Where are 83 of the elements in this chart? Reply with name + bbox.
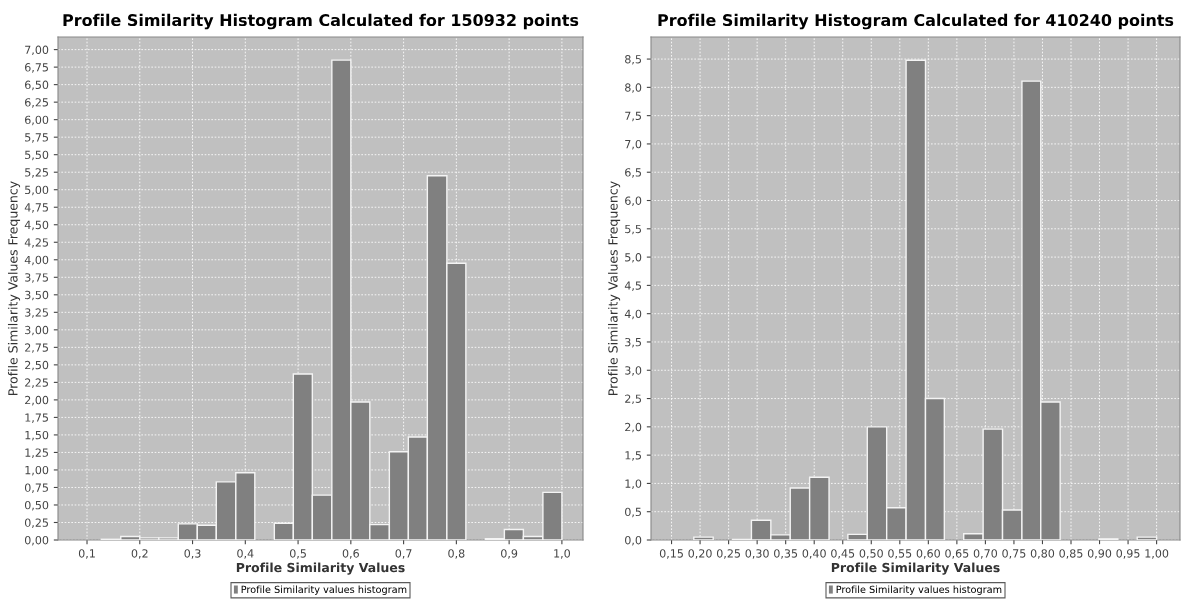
y-tick-label: 8,0 bbox=[625, 83, 642, 93]
chart-title: Profile Similarity Histogram Calculated for 410240 points bbox=[658, 13, 1174, 30]
y-tick-label: 1,5 bbox=[625, 451, 641, 461]
x-tick-label: 0,75 bbox=[1002, 549, 1026, 559]
y-tick-label: 6,25 bbox=[25, 98, 48, 108]
x-tick-label: 0,1 bbox=[78, 549, 95, 559]
y-tick-label: 0,50 bbox=[24, 500, 49, 511]
legend-label: Profile Similarity values histogram bbox=[241, 585, 407, 595]
y-tick-label: 0,75 bbox=[24, 483, 48, 493]
y-tick-label: 3,25 bbox=[25, 308, 48, 318]
y-tick-label: 4,00 bbox=[24, 255, 49, 266]
chart-title: Profile Similarity Histogram Calculated for 150932 points bbox=[63, 13, 579, 30]
x-tick-label: 0,35 bbox=[774, 549, 798, 559]
y-tick-label: 2,0 bbox=[625, 422, 642, 433]
y-tick-label: 5,5 bbox=[625, 224, 641, 235]
x-axis-title: Profile Similarity Values bbox=[236, 562, 405, 575]
y-tick-label: 5,25 bbox=[25, 168, 48, 178]
y-tick-label: 5,00 bbox=[25, 185, 49, 196]
x-tick-label: 0,45 bbox=[831, 549, 855, 559]
y-tick-label: 6,5 bbox=[625, 168, 641, 178]
x-axis-title: Profile Similarity Values bbox=[831, 562, 1000, 575]
y-tick-label: 1,50 bbox=[25, 430, 49, 441]
x-tick-label: 0,4 bbox=[237, 549, 254, 559]
x-tick-label: 0,40 bbox=[802, 549, 826, 559]
y-tick-label: 6,00 bbox=[25, 115, 49, 126]
x-tick-label: 1,0 bbox=[554, 549, 570, 559]
y-tick-label: 5,50 bbox=[25, 150, 49, 161]
y-tick-label: 0,5 bbox=[625, 507, 641, 518]
y-tick-label: 2,50 bbox=[25, 360, 49, 371]
y-tick-label: 4,75 bbox=[24, 203, 48, 213]
y-tick-label: 3,75 bbox=[25, 273, 48, 283]
x-tick-label: 0,55 bbox=[888, 549, 912, 559]
y-tick-label: 2,5 bbox=[625, 394, 641, 405]
y-tick-label: 4,25 bbox=[24, 238, 48, 248]
y-tick-label: 1,00 bbox=[25, 465, 49, 476]
x-tick-label: 0,90 bbox=[1087, 549, 1112, 559]
x-tick-label: 0,95 bbox=[1116, 549, 1140, 559]
x-tick-label: 0,15 bbox=[659, 549, 683, 559]
x-tick-label: 0,30 bbox=[745, 549, 769, 559]
x-tick-label: 0,65 bbox=[945, 549, 969, 559]
x-tick-label: 0,80 bbox=[1030, 549, 1055, 559]
y-tick-label: 6,75 bbox=[25, 63, 48, 73]
x-tick-label: 0,7 bbox=[395, 549, 412, 559]
y-tick-label: 5,0 bbox=[625, 253, 642, 263]
y-axis-title: Profile Similarity Values Frequency bbox=[7, 181, 21, 395]
legend-label: Profile Similarity values histogram bbox=[836, 585, 1002, 595]
y-tick-label: 7,5 bbox=[625, 111, 641, 122]
y-tick-label: 6,0 bbox=[625, 196, 642, 207]
y-tick-label: 0,25 bbox=[24, 518, 48, 528]
y-tick-label: 4,50 bbox=[24, 220, 49, 231]
x-tick-label: 0,25 bbox=[716, 549, 741, 559]
y-tick-label: 1,0 bbox=[625, 479, 642, 489]
y-tick-label: 7,00 bbox=[25, 45, 49, 56]
y-tick-label: 1,25 bbox=[25, 448, 48, 458]
x-tick-label: 0,8 bbox=[448, 549, 465, 559]
y-tick-label: 1,75 bbox=[25, 413, 48, 423]
y-tick-label: 3,00 bbox=[25, 325, 49, 336]
x-tick-label: 0,50 bbox=[859, 549, 883, 559]
x-tick-label: 0,20 bbox=[688, 549, 712, 559]
y-tick-label: 0,00 bbox=[24, 535, 49, 546]
y-tick-label: 4,0 bbox=[624, 309, 642, 320]
x-tick-label: 1,00 bbox=[1145, 549, 1169, 559]
y-tick-label: 3,5 bbox=[625, 337, 641, 348]
y-tick-label: 4,5 bbox=[624, 281, 641, 291]
y-tick-label: 5,75 bbox=[25, 133, 48, 143]
x-tick-label: 0,2 bbox=[131, 549, 148, 559]
y-tick-label: 2,25 bbox=[25, 378, 48, 388]
y-tick-label: 0,0 bbox=[625, 535, 642, 546]
y-tick-label: 2,00 bbox=[25, 395, 49, 406]
x-tick-label: 0,85 bbox=[1059, 549, 1083, 559]
y-tick-label: 6,50 bbox=[25, 80, 49, 91]
y-tick-label: 7,0 bbox=[625, 139, 642, 150]
x-tick-label: 0,9 bbox=[501, 549, 518, 559]
y-axis-title: Profile Similarity Values Frequency bbox=[608, 181, 621, 395]
y-tick-label: 8,5 bbox=[625, 55, 641, 65]
y-tick-label: 3,0 bbox=[625, 366, 642, 376]
y-tick-label: 3,50 bbox=[25, 290, 49, 301]
x-tick-label: 0,6 bbox=[342, 549, 359, 559]
x-tick-label: 0,5 bbox=[289, 549, 306, 559]
x-tick-label: 0,3 bbox=[184, 549, 201, 559]
x-tick-label: 0,70 bbox=[973, 549, 998, 559]
x-tick-label: 0,60 bbox=[916, 549, 940, 559]
y-tick-label: 2,75 bbox=[25, 343, 48, 353]
